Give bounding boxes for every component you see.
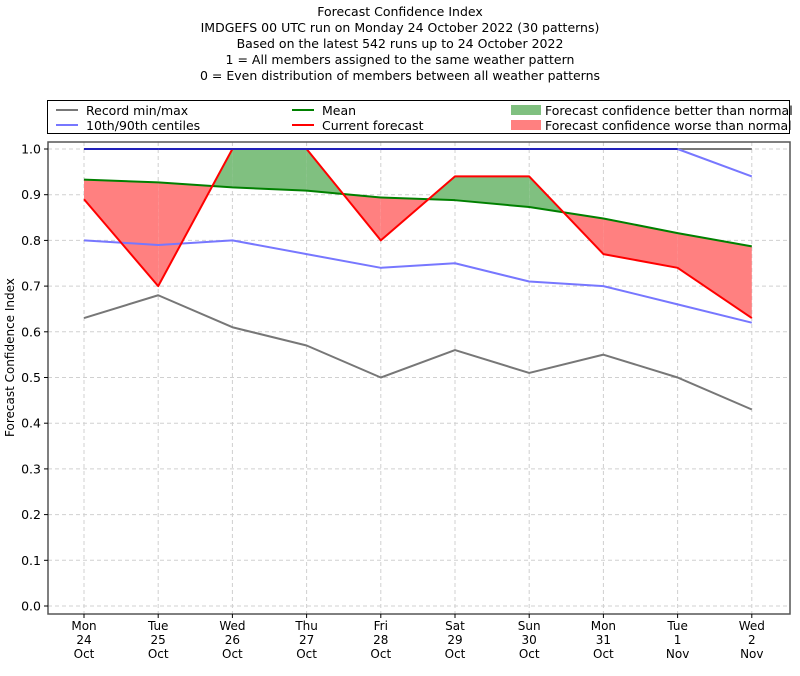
series-10th-centile: [83, 239, 753, 324]
legend-item-worse: Forecast confidence worse than normal: [511, 117, 792, 133]
y-tick-label: 0.1: [21, 553, 41, 568]
y-axis: 0.0 0.1 0.2 0.3 0.4 0.5 0.6 0.7 0.8 0.9 1.0: [21, 142, 48, 614]
x-tick-label: 26: [225, 633, 240, 647]
series-mean: [83, 178, 752, 248]
y-tick-label: 0.4: [21, 416, 41, 431]
y-axis-label: Forecast Confidence Index: [3, 278, 17, 437]
fill-better-than-normal: [232, 149, 307, 191]
legend-item-current: Current forecast: [292, 117, 423, 133]
legend-item-mean: Mean: [292, 102, 356, 118]
x-tick-label: Nov: [666, 647, 689, 661]
fill-worse-than-normal: [677, 233, 752, 319]
x-tick-label: Oct: [74, 647, 95, 661]
x-tick-label: 24: [76, 633, 91, 647]
legend-swatch-current: [292, 124, 314, 126]
chart-title: Forecast Confidence Index IMDGEFS 00 UTC…: [0, 4, 800, 84]
legend-label-centiles: 10th/90th centiles: [86, 117, 201, 133]
x-tick-label: Tue: [666, 619, 688, 633]
x-tick-label: Sat: [445, 619, 465, 633]
series-current-forecast: [83, 148, 753, 319]
title-line-2: IMDGEFS 00 UTC run on Monday 24 October …: [200, 20, 600, 35]
x-tick-label: 1: [674, 633, 682, 647]
x-tick-label: Sun: [518, 619, 541, 633]
y-tick-label: 0.6: [21, 324, 41, 339]
fill-worse-than-normal: [84, 179, 159, 287]
y-tick-label: 0.7: [21, 279, 41, 294]
x-tick-label: Oct: [148, 647, 169, 661]
legend: Record min/max 10th/90th centiles Mean C…: [47, 100, 793, 134]
x-tick-label: Thu: [294, 619, 318, 633]
title-line-4: 1 = All members assigned to the same wea…: [225, 52, 575, 67]
x-tick-label: 2: [748, 633, 756, 647]
x-tick-label: Oct: [519, 647, 540, 661]
legend-label-record: Record min/max: [86, 102, 189, 118]
y-tick-label: 0.8: [21, 233, 41, 248]
x-tick-label: Mon: [71, 619, 96, 633]
x-tick-label: Wed: [219, 619, 245, 633]
legend-item-centiles: 10th/90th centiles: [56, 117, 200, 133]
x-tick-label: Oct: [445, 647, 466, 661]
legend-item-better: Forecast confidence better than normal: [511, 102, 793, 118]
x-tick-label: 27: [299, 633, 314, 647]
x-axis: Mon24OctTue25OctWed26OctThu27OctFri28Oct…: [71, 614, 765, 661]
x-tick-label: Oct: [370, 647, 391, 661]
y-tick-label: 0.5: [21, 370, 41, 385]
x-tick-label: Oct: [593, 647, 614, 661]
x-tick-label: Mon: [591, 619, 616, 633]
y-tick-label: 0.9: [21, 187, 41, 202]
y-tick-label: 0.0: [21, 599, 41, 614]
fill-better-than-normal: [455, 176, 530, 208]
x-tick-label: 28: [373, 633, 388, 647]
legend-label-current: Current forecast: [322, 117, 424, 133]
y-tick-label: 1.0: [21, 142, 41, 157]
legend-label-better: Forecast confidence better than normal: [545, 102, 793, 118]
x-tick-label: 29: [447, 633, 462, 647]
x-tick-label: Fri: [374, 619, 388, 633]
x-tick-label: Oct: [222, 647, 243, 661]
title-line-1: Forecast Confidence Index: [317, 4, 483, 19]
legend-swatch-record: [56, 109, 78, 111]
title-line-5: 0 = Even distribution of members between…: [199, 68, 601, 83]
y-tick-label: 0.3: [21, 461, 41, 476]
fill-worse-than-normal: [603, 218, 678, 268]
legend-swatch-centiles: [56, 124, 78, 126]
legend-swatch-better: [511, 105, 541, 115]
legend-swatch-worse: [511, 120, 541, 130]
x-tick-label: 31: [596, 633, 611, 647]
legend-label-worse: Forecast confidence worse than normal: [545, 117, 792, 133]
series-record-min: [83, 294, 753, 411]
x-tick-label: Oct: [296, 647, 317, 661]
series-90th-centile: [84, 148, 753, 178]
confidence-fills: [84, 149, 752, 319]
legend-label-mean: Mean: [322, 102, 357, 118]
legend-swatch-mean: [292, 109, 314, 111]
y-tick-label: 0.2: [21, 507, 41, 522]
title-line-3: Based on the latest 542 runs up to 24 Oc…: [236, 36, 564, 51]
x-tick-label: 25: [151, 633, 166, 647]
x-tick-label: 30: [522, 633, 537, 647]
x-tick-label: Wed: [739, 619, 765, 633]
series-lines: [83, 148, 753, 411]
x-tick-label: Nov: [740, 647, 763, 661]
x-tick-label: Tue: [147, 619, 169, 633]
legend-item-record: Record min/max: [56, 102, 188, 118]
